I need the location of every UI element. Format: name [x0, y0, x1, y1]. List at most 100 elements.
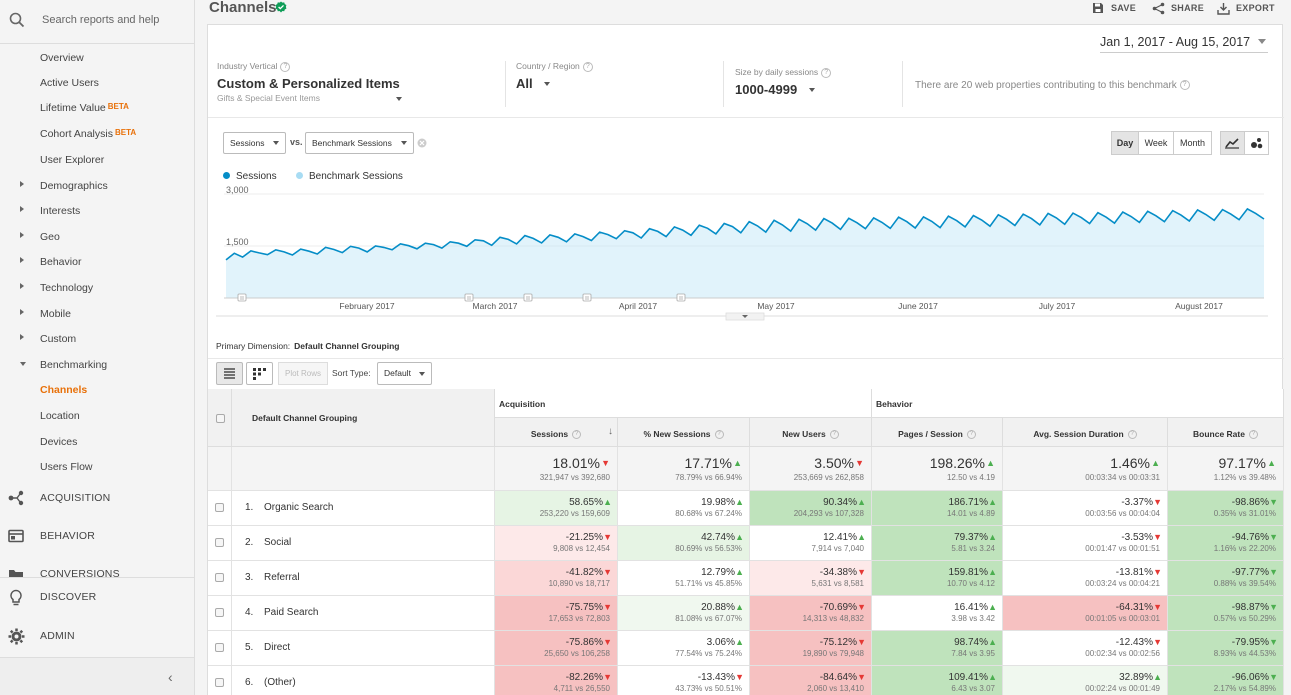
- caret-right-icon[interactable]: [20, 334, 24, 340]
- row-checkbox[interactable]: [215, 643, 224, 652]
- caret-right-icon[interactable]: [20, 257, 24, 263]
- row-checkbox[interactable]: [215, 538, 224, 547]
- channel-link[interactable]: Organic Search: [264, 502, 334, 513]
- dimension-header[interactable]: Default Channel Grouping: [232, 389, 495, 447]
- sidebar-item-lifetime-value[interactable]: Lifetime Value BETA: [40, 102, 129, 114]
- sidebar-item-users-flow[interactable]: Users Flow: [40, 461, 93, 473]
- column-header-pages-session[interactable]: Pages / Session?: [872, 418, 1003, 447]
- sidebar-item-overview[interactable]: Overview: [40, 52, 84, 64]
- select-all-checkbox[interactable]: [216, 414, 225, 423]
- sidebar-section-discover[interactable]: DISCOVER: [0, 578, 194, 616]
- motion-chart-button[interactable]: [1244, 131, 1269, 155]
- comparison-view-button[interactable]: [246, 362, 273, 385]
- sidebar-item-cohort-analysis[interactable]: Cohort Analysis BETA: [40, 128, 136, 140]
- annotation-marker[interactable]: [523, 293, 533, 302]
- sidebar-item-demographics[interactable]: Demographics: [40, 180, 108, 192]
- help-icon[interactable]: ?: [572, 430, 582, 439]
- annotation-marker[interactable]: [464, 293, 474, 302]
- collapse-sidebar-button[interactable]: ‹: [0, 657, 194, 695]
- row-checkbox[interactable]: [215, 678, 224, 687]
- x-tick-label: February 2017: [339, 301, 395, 311]
- date-range-picker[interactable]: Jan 1, 2017 - Aug 15, 2017: [1100, 35, 1268, 53]
- table-row-select: [208, 526, 232, 561]
- help-icon[interactable]: ?: [821, 67, 832, 78]
- period-day-button[interactable]: Day: [1111, 131, 1139, 155]
- size-filter[interactable]: Size by daily sessions? 1000-4999: [735, 67, 832, 97]
- metric-comparison: 6.43 vs 3.07: [951, 684, 995, 693]
- sidebar-section-acquisition[interactable]: ACQUISITION: [0, 479, 194, 517]
- sidebar-section-behavior[interactable]: BEHAVIOR: [0, 517, 194, 555]
- sessions-line-chart[interactable]: 3,000 1,500 February 2017 March 2017 April 2…: [208, 185, 1284, 345]
- annotation-marker[interactable]: [676, 293, 686, 302]
- column-header-avg-session-duration[interactable]: Avg. Session Duration?: [1003, 418, 1168, 447]
- column-header-sessions[interactable]: Sessions? ↓: [495, 418, 618, 447]
- sidebar-item-active-users[interactable]: Active Users: [40, 77, 99, 89]
- annotation-marker[interactable]: [582, 293, 592, 302]
- industry-vertical-filter[interactable]: Industry Vertical? Custom & Personalized…: [217, 61, 403, 103]
- sidebar-item-technology[interactable]: Technology: [40, 282, 93, 294]
- search-input[interactable]: Search reports and help: [42, 14, 160, 26]
- sidebar-item-benchmarking[interactable]: Benchmarking: [40, 359, 107, 371]
- chevron-down-icon: [808, 88, 815, 93]
- primary-dimension-value[interactable]: Default Channel Grouping: [294, 341, 400, 351]
- close-icon[interactable]: [417, 138, 427, 151]
- help-icon[interactable]: ?: [582, 61, 593, 72]
- annotation-marker[interactable]: [237, 293, 247, 302]
- help-icon[interactable]: ?: [829, 430, 839, 439]
- channel-link[interactable]: Paid Search: [264, 607, 319, 618]
- help-icon[interactable]: ?: [966, 430, 976, 439]
- channel-link[interactable]: (Other): [264, 677, 296, 688]
- metric-cell: -64.31% 00:01:05 vs 00:03:01 ▼: [1003, 596, 1168, 631]
- caret-right-icon[interactable]: [20, 206, 24, 212]
- metric-value: 98.74%: [954, 637, 988, 648]
- row-checkbox[interactable]: [215, 503, 224, 512]
- period-week-button[interactable]: Week: [1138, 131, 1174, 155]
- caret-right-icon[interactable]: [20, 181, 24, 187]
- sidebar-item-geo[interactable]: Geo: [40, 231, 60, 243]
- metric-select[interactable]: Sessions: [223, 132, 286, 154]
- arrow-down-icon: ▼: [735, 672, 744, 682]
- sidebar-item-mobile[interactable]: Mobile: [40, 308, 71, 320]
- caret-right-icon[interactable]: [20, 232, 24, 238]
- table-view-button[interactable]: [216, 362, 243, 385]
- metric-comparison: 5,631 vs 8,581: [811, 579, 864, 588]
- channel-link[interactable]: Direct: [264, 642, 291, 653]
- help-icon[interactable]: ?: [1248, 430, 1258, 439]
- caret-right-icon[interactable]: [20, 283, 24, 289]
- channel-link[interactable]: Referral: [264, 572, 300, 583]
- sidebar-item-custom[interactable]: Custom: [40, 333, 76, 345]
- sort-type-select[interactable]: Default: [377, 362, 432, 385]
- search-box[interactable]: Search reports and help: [0, 0, 194, 44]
- line-chart-button[interactable]: [1220, 131, 1245, 155]
- column-header-new-sessions[interactable]: % New Sessions?: [618, 418, 750, 447]
- sidebar-item-devices[interactable]: Devices: [40, 436, 77, 448]
- caret-right-icon[interactable]: [20, 309, 24, 315]
- chart-expand-handle[interactable]: [725, 312, 765, 321]
- sidebar-item-interests[interactable]: Interests: [40, 205, 80, 217]
- sort-arrow-down-icon[interactable]: ↓: [608, 426, 613, 437]
- column-header-bounce-rate[interactable]: Bounce Rate?: [1168, 418, 1284, 447]
- caret-down-icon[interactable]: [20, 362, 26, 366]
- help-icon[interactable]: ?: [280, 61, 291, 72]
- help-icon[interactable]: ?: [1179, 80, 1190, 91]
- row-checkbox[interactable]: [215, 573, 224, 582]
- chevron-down-icon[interactable]: [396, 96, 403, 101]
- metric-comparison: 204,293 vs 107,328: [793, 509, 864, 518]
- metric-value: -98.87%: [1231, 602, 1269, 613]
- column-header-new-users[interactable]: New Users?: [750, 418, 872, 447]
- sidebar-section-admin[interactable]: ADMIN: [0, 617, 194, 655]
- row-checkbox[interactable]: [215, 608, 224, 617]
- sidebar-item-behavior[interactable]: Behavior: [40, 256, 81, 268]
- sidebar-item-user-explorer[interactable]: User Explorer: [40, 154, 104, 166]
- compare-metric-select[interactable]: Benchmark Sessions: [305, 132, 414, 154]
- period-month-button[interactable]: Month: [1173, 131, 1212, 155]
- arrow-up-icon: ▲: [1151, 458, 1160, 468]
- column-header-label: New Users?: [750, 429, 871, 439]
- help-icon[interactable]: ?: [1127, 430, 1137, 439]
- plot-rows-button[interactable]: Plot Rows: [278, 362, 328, 385]
- channel-link[interactable]: Social: [264, 537, 292, 548]
- help-icon[interactable]: ?: [714, 430, 724, 439]
- sidebar-item-channels[interactable]: Channels: [40, 384, 87, 396]
- country-region-filter[interactable]: Country / Region? All: [516, 61, 593, 91]
- sidebar-item-location[interactable]: Location: [40, 410, 80, 422]
